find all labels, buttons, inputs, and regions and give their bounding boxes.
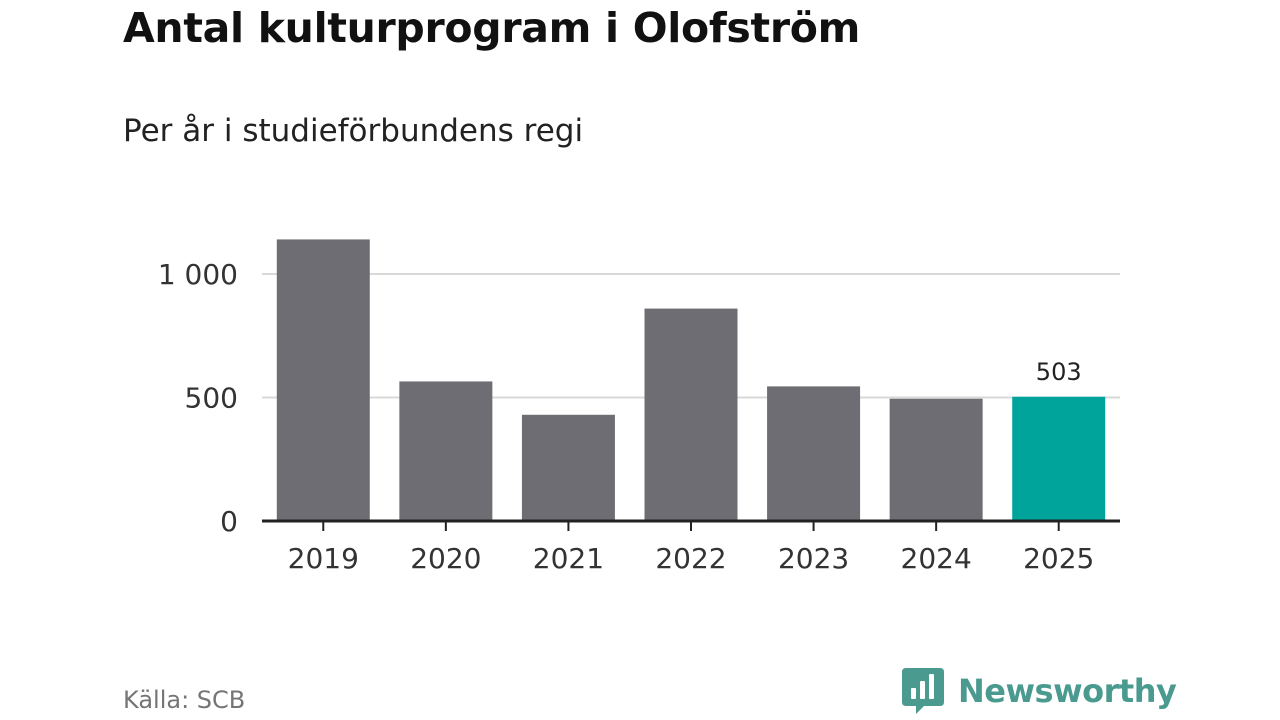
newsworthy-logo-icon bbox=[902, 668, 944, 714]
x-axis: 2019 2020 2021 2022 2023 2024 2025 bbox=[262, 519, 1120, 575]
source-note: Källa: SCB bbox=[123, 686, 246, 714]
x-tick-label: 2019 bbox=[288, 542, 359, 575]
data-labels: 503 bbox=[1036, 358, 1082, 386]
bar-2020 bbox=[399, 381, 493, 521]
x-tick-label: 2020 bbox=[410, 542, 481, 575]
y-tick-label: 0 bbox=[220, 505, 238, 538]
chart-title: Antal kulturprogram i Olofström bbox=[123, 4, 861, 52]
bars bbox=[276, 239, 1106, 522]
x-tick-label: 2024 bbox=[901, 542, 972, 575]
y-tick-label: 500 bbox=[185, 382, 238, 415]
brand-name: Newsworthy bbox=[958, 672, 1177, 710]
bar-2025 bbox=[1012, 396, 1106, 521]
bar-2022 bbox=[644, 308, 738, 521]
x-tick-label: 2021 bbox=[533, 542, 604, 575]
chart-subtitle: Per år i studieförbundens regi bbox=[123, 113, 584, 149]
x-tick-label: 2022 bbox=[655, 542, 726, 575]
x-tick-label: 2023 bbox=[778, 542, 849, 575]
y-axis-ticks: 0 500 1 000 bbox=[158, 258, 238, 538]
bar-2021 bbox=[521, 414, 615, 521]
bar-2019 bbox=[276, 239, 370, 522]
bar-2023 bbox=[767, 386, 861, 521]
y-tick-label: 1 000 bbox=[158, 258, 238, 291]
brand-logo: Newsworthy bbox=[902, 668, 1177, 714]
data-label: 503 bbox=[1036, 358, 1082, 386]
bar-2024 bbox=[889, 398, 983, 521]
x-tick-label: 2025 bbox=[1023, 542, 1094, 575]
